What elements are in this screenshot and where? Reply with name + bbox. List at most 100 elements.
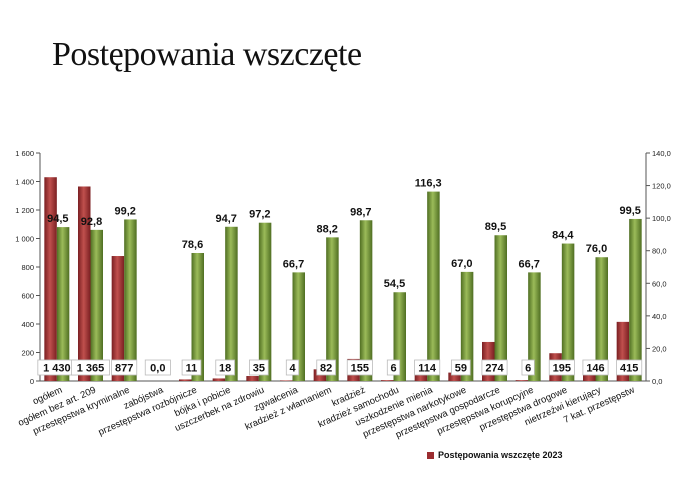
- data-label-green: 92,8: [81, 216, 102, 228]
- data-label-red: 1 365: [77, 363, 105, 375]
- bar-green: [359, 220, 373, 381]
- data-label-red-box: [111, 359, 138, 376]
- data-label-red-box: [616, 359, 643, 376]
- data-label-red: 11: [186, 363, 198, 375]
- data-label-red: 877: [115, 363, 133, 375]
- legend-swatch-red: [427, 452, 434, 459]
- data-label-red: 0,0: [150, 363, 165, 375]
- bar-green: [393, 292, 406, 381]
- y-right-tick-label: 140,0: [652, 149, 671, 158]
- bar-green: [460, 271, 474, 381]
- data-label-green: 89,5: [485, 221, 506, 233]
- data-label-green: 67,0: [451, 258, 472, 270]
- data-label-red: 146: [586, 363, 604, 375]
- data-label-red-box: [316, 359, 336, 376]
- data-label-green: 94,5: [47, 213, 68, 225]
- bar-green: [225, 226, 238, 381]
- y-right-tick-label: 40,0: [652, 312, 667, 321]
- data-label-red: 195: [553, 363, 571, 375]
- bar-green: [258, 222, 272, 381]
- data-label-green: 84,4: [552, 230, 574, 242]
- bar-green: [90, 229, 103, 381]
- data-label-red-box: [481, 359, 508, 376]
- data-label-red-box: [144, 359, 171, 376]
- y-left-tick-label: 1 200: [15, 206, 34, 215]
- bar-green: [595, 257, 608, 381]
- y-right-tick-label: 80,0: [652, 247, 667, 256]
- data-label-green: 54,5: [384, 278, 405, 290]
- data-label-green: 88,2: [316, 223, 337, 235]
- data-label-red-box: [548, 359, 575, 376]
- y-left-tick-label: 1 600: [15, 149, 34, 158]
- data-label-red: 415: [620, 363, 638, 375]
- bar-green: [528, 272, 541, 381]
- data-label-red-box: [249, 359, 269, 376]
- bar-red: [515, 380, 529, 381]
- data-label-green: 98,7: [350, 206, 371, 218]
- bar-green: [629, 218, 642, 381]
- data-label-green: 99,2: [114, 205, 135, 217]
- bar-green: [427, 191, 440, 381]
- bar-green: [326, 237, 339, 381]
- data-label-green: 66,7: [518, 258, 539, 270]
- data-label-red-box: [215, 359, 235, 376]
- y-right-tick-label: 100,0: [652, 214, 671, 223]
- bar-green: [561, 243, 575, 381]
- y-left-tick-label: 200: [21, 349, 34, 358]
- data-label-red: 4: [289, 363, 296, 375]
- data-label-red: 18: [219, 363, 231, 375]
- bar-red: [44, 177, 57, 381]
- data-label-red: 35: [253, 363, 265, 375]
- data-label-green: 99,5: [619, 205, 640, 217]
- bar-red: [111, 256, 125, 381]
- bar-red: [448, 372, 461, 381]
- data-label-red-box: [346, 359, 373, 376]
- bar-green: [191, 252, 204, 381]
- data-label-red: 155: [351, 363, 369, 375]
- y-left-tick-label: 800: [21, 263, 34, 272]
- bar-red: [280, 380, 293, 381]
- y-right-tick-label: 120,0: [652, 182, 671, 191]
- y-left-tick-label: 0: [30, 377, 34, 386]
- bar-red: [78, 186, 91, 381]
- data-label-red-box: [181, 359, 202, 376]
- bar-red: [212, 378, 226, 381]
- y-left-tick-label: 1 400: [15, 178, 34, 187]
- data-label-red: 82: [320, 363, 332, 375]
- bar-red: [179, 379, 192, 381]
- data-label-green: 76,0: [586, 243, 607, 255]
- y-left-tick-label: 600: [21, 292, 34, 301]
- bar-red: [381, 380, 394, 381]
- data-label-red: 114: [418, 363, 437, 375]
- data-label-green: 78,6: [182, 239, 203, 251]
- bar-green: [124, 219, 137, 381]
- y-left-tick-label: 1 000: [15, 235, 34, 244]
- data-label-red-box: [521, 359, 535, 376]
- data-label-red: 6: [390, 363, 396, 375]
- legend-label: Postępowania wszczęte 2023: [438, 450, 563, 460]
- y-left-tick-label: 400: [21, 320, 34, 329]
- bar-green: [56, 227, 70, 381]
- bar-red: [246, 376, 259, 381]
- data-label-red-box: [386, 359, 401, 376]
- data-label-red-box: [414, 359, 441, 376]
- y-right-tick-label: 20,0: [652, 344, 667, 353]
- data-label-red: 6: [525, 363, 531, 375]
- data-label-red-box: [451, 359, 471, 376]
- data-label-green: 116,3: [415, 178, 442, 190]
- data-label-green: 97,2: [249, 209, 270, 221]
- bar-green: [494, 235, 507, 381]
- bar-green: [292, 272, 305, 381]
- data-label-green: 66,7: [283, 258, 304, 270]
- data-label-red: 1 430: [43, 363, 71, 375]
- data-label-red-box: [285, 359, 300, 376]
- data-label-red: 59: [455, 363, 467, 375]
- y-right-tick-label: 60,0: [652, 279, 667, 288]
- page-title: Postępowania wszczęte: [52, 36, 362, 73]
- data-label-green: 94,7: [215, 213, 236, 225]
- data-label-red-box: [582, 359, 609, 376]
- y-right-tick-label: 0,0: [652, 377, 662, 386]
- data-label-red: 274: [485, 363, 504, 375]
- data-label-red-box: [71, 359, 110, 376]
